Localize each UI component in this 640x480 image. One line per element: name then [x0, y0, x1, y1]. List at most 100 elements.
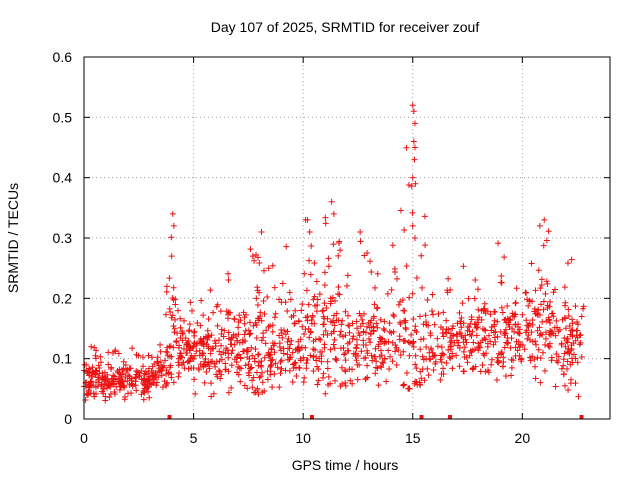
data-point: [83, 390, 90, 397]
data-point: [177, 350, 184, 357]
data-point: [477, 368, 484, 375]
data-point: [255, 351, 262, 358]
x-tick-label: 10: [295, 430, 311, 446]
data-point: [508, 364, 515, 371]
data-point: [206, 363, 213, 370]
data-point: [205, 359, 212, 366]
data-point: [462, 332, 469, 339]
data-point: [295, 317, 302, 324]
data-point: [423, 344, 430, 351]
data-point: [392, 348, 399, 355]
data-point: [322, 214, 329, 221]
data-point: [197, 322, 204, 329]
data-point: [413, 378, 420, 385]
data-point: [335, 283, 342, 290]
data-point: [521, 346, 528, 353]
data-point: [267, 322, 274, 329]
data-point: [276, 332, 283, 339]
data-point: [215, 367, 222, 374]
data-point: [416, 379, 423, 386]
data-point: [534, 327, 541, 334]
x-tick-label: 5: [190, 430, 198, 446]
data-point: [279, 334, 286, 341]
data-point: [515, 341, 522, 348]
data-point: [310, 367, 317, 374]
data-point: [306, 257, 313, 264]
data-point: [208, 380, 215, 387]
data-point: [533, 310, 540, 317]
data-point: [430, 367, 437, 374]
data-point: [450, 333, 457, 340]
data-point: [370, 328, 377, 335]
data-point: [285, 335, 292, 342]
data-point: [166, 343, 173, 350]
data-point: [505, 339, 512, 346]
data-point: [168, 314, 175, 321]
data-point: [107, 390, 114, 397]
data-point: [330, 312, 337, 319]
data-point: [222, 360, 229, 367]
data-point: [201, 379, 208, 386]
data-point: [573, 319, 580, 326]
data-point: [255, 362, 262, 369]
data-point: [492, 328, 499, 335]
data-point: [410, 108, 417, 115]
data-point: [440, 365, 447, 372]
data-point: [344, 282, 351, 289]
data-point: [438, 352, 445, 359]
data-point: [132, 378, 139, 385]
data-point: [492, 308, 499, 315]
data-point: [494, 359, 501, 366]
data-point: [401, 226, 408, 233]
grid-layer: [84, 57, 610, 419]
data-point: [303, 365, 310, 372]
data-point: [504, 334, 511, 341]
data-point: [494, 333, 501, 340]
data-point: [542, 341, 549, 348]
data-point: [128, 375, 135, 382]
data-point: [191, 332, 198, 339]
data-point: [152, 374, 159, 381]
data-point: [269, 339, 276, 346]
data-point: [179, 354, 186, 361]
data-point: [90, 390, 97, 397]
data-point: [188, 365, 195, 372]
data-point: [126, 365, 133, 372]
data-point: [345, 312, 352, 319]
data-point: [251, 257, 258, 264]
data-point: [106, 380, 113, 387]
data-point: [562, 299, 569, 306]
data-point: [242, 327, 249, 334]
data-point: [295, 338, 302, 345]
data-point: [237, 355, 244, 362]
data-point: [429, 308, 436, 315]
data-point: [184, 339, 191, 346]
data-point: [89, 364, 96, 371]
data-point: [92, 352, 99, 359]
data-point: [373, 305, 380, 312]
data-point: [578, 354, 585, 361]
data-point: [287, 341, 294, 348]
data-point: [411, 120, 418, 127]
data-point: [354, 341, 361, 348]
data-point: [158, 364, 165, 371]
data-point: [512, 352, 519, 359]
data-point: [565, 306, 572, 313]
data-point: [286, 345, 293, 352]
data-point: [301, 270, 308, 277]
data-point: [572, 303, 579, 310]
data-point: [208, 393, 215, 400]
data-point: [390, 328, 397, 335]
data-point: [272, 310, 279, 317]
data-point: [435, 310, 442, 317]
data-point: [380, 359, 387, 366]
data-point: [325, 381, 332, 388]
data-point: [154, 358, 161, 365]
zero-marker: [419, 415, 424, 419]
data-point: [470, 339, 477, 346]
data-point: [248, 344, 255, 351]
data-point: [314, 302, 321, 309]
data-point: [229, 347, 236, 354]
data-point: [493, 377, 500, 384]
data-point: [568, 347, 575, 354]
